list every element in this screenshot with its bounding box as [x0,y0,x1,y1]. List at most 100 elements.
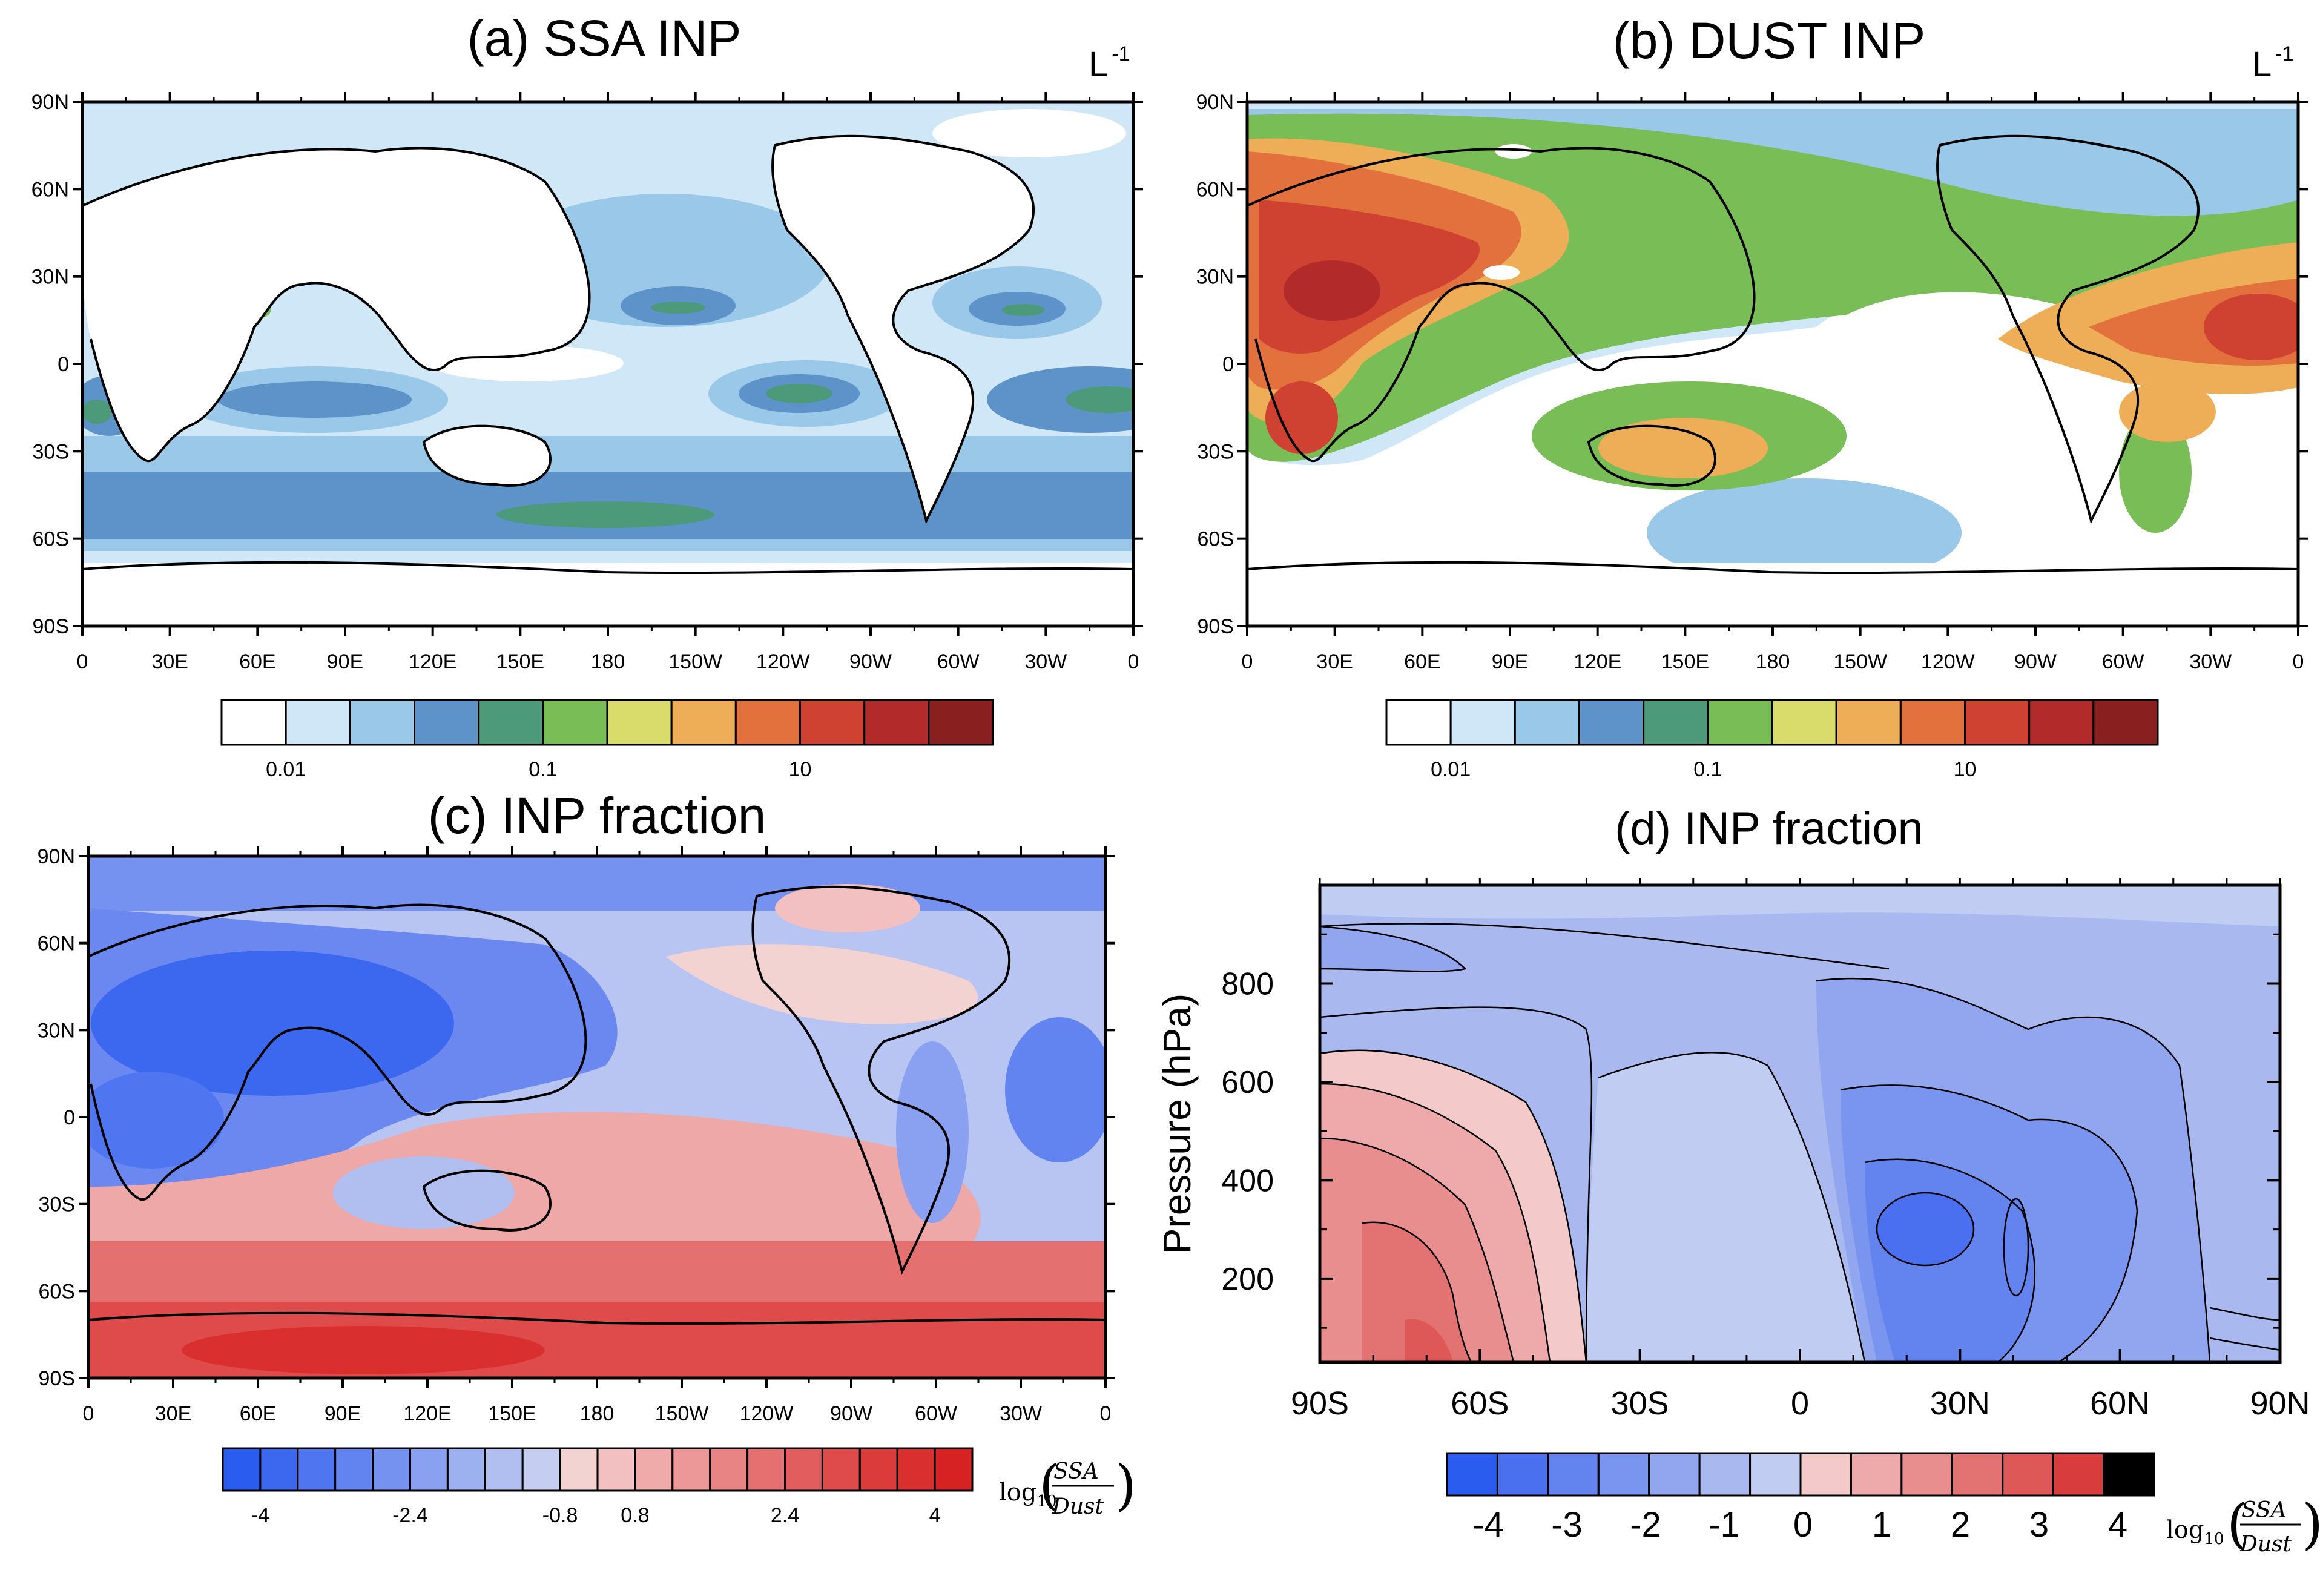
x-tick-label: 120E [1574,650,1621,673]
x-tick-label: 30W [1024,650,1067,673]
x-tick-label: 150W [1833,650,1887,673]
colorbar-swatch [596,1447,636,1492]
colorbar-swatch [1850,1452,1903,1497]
x-tick-label: 120W [1921,650,1975,673]
svg-text:Dust: Dust [1052,1494,1104,1519]
x-tick-label: 60E [1404,650,1441,673]
colorbar-swatch [1707,699,1773,746]
colorbar-swatch [220,699,287,746]
x-tick-label: 0 [2293,650,2304,673]
y-tick-label: 90N [38,845,75,868]
colorbar-swatch [297,1447,337,1492]
panel-d-colorbar-title: log10 SSA Dust ( ) [2166,1492,2320,1557]
panel-b-coastlines [1247,134,2298,575]
colorbar-label: 0.01 [266,758,306,781]
colorbar-swatch [2052,1452,2105,1497]
colorbar-swatch [1749,1452,1802,1497]
colorbar-label: 1 [1872,1505,1891,1545]
x-tick-label: 60S [1451,1385,1509,1422]
panel-c-colorbar: -4 -2.4 -0.8 0.8 2.4 4 [222,1447,974,1527]
y-tick-label: 60N [38,932,75,955]
x-tick-label: 120W [740,1402,794,1425]
panel-d-colorbar: -4 -3 -2 -1 0 1 2 3 4 [1446,1452,2155,1545]
colorbar-swatch [746,1447,786,1492]
x-tick-label: 90N [2250,1385,2310,1422]
panel-a-axis-ticks: 0 30E 60E 90E 120E 150E 180 150W 120W 90W 60W 30W 09… [31,91,1143,673]
x-tick-label: 0 [77,650,88,673]
y-tick-label: 30N [1196,266,1234,289]
colorbar-swatch [606,699,673,746]
svg-text:Dust: Dust [2239,1532,2292,1557]
x-tick-label: 30E [155,1402,192,1425]
y-tick-label: 800 [1221,966,1274,1001]
y-tick-label: 60S [1198,528,1234,551]
colorbar-swatch [1900,1452,1953,1497]
colorbar-swatch [349,699,415,746]
colorbar-swatch [1951,1452,2004,1497]
y-tick-label: 0 [64,1106,75,1129]
svg-text:SSA: SSA [1053,1459,1099,1484]
panel-b-axis-ticks: 0 30E 60E 90E 120E 150E 180 150W 120W 90W 60W 30W 09… [1196,91,2308,673]
x-tick-label: 0 [83,1402,94,1425]
y-tick-label: 90S [1198,615,1234,638]
colorbar-swatch [446,1447,486,1492]
colorbar-label: 0.01 [1431,758,1471,781]
x-tick-label: 60W [915,1402,957,1425]
colorbar-label: -4 [1472,1505,1504,1545]
x-tick-label: 180 [580,1402,615,1425]
colorbar-label: -3 [1551,1505,1583,1545]
svg-text:): ) [1115,1454,1136,1517]
colorbar-swatch [1698,1452,1752,1497]
panel-c-colorbar-title: log10 SSA Dust ( ) [999,1454,1136,1519]
colorbar-swatch [799,699,866,746]
colorbar-swatch [285,699,351,746]
panel-a-colorbar: 0.01 0.1 10 [220,699,994,781]
svg-text:(: ( [1039,1454,1060,1517]
panel-b-title: (b) DUST INP [1613,12,1926,69]
colorbar-swatch [1899,699,1966,746]
colorbar-swatch [1449,699,1516,746]
y-tick-label: 0 [1222,353,1234,376]
colorbar-label: 0.1 [1693,758,1722,781]
panel-b: (b) DUST INP L -1 [1196,12,2308,781]
colorbar-label: 0 [1793,1505,1813,1545]
colorbar-swatch [409,1447,449,1492]
y-tick-label: 200 [1221,1262,1274,1297]
colorbar-swatch [559,1447,599,1492]
x-tick-label: 180 [1756,650,1790,673]
colorbar-swatch [1648,1452,1701,1497]
panel-b-colorbar: 0.01 0.1 10 [1385,699,2159,781]
panel-a-title: (a) SSA INP [467,10,742,67]
x-tick-label: 90W [849,650,892,673]
y-tick-label: 30N [38,1019,75,1042]
y-tick-label: 0 [58,353,69,376]
colorbar-swatch [2002,1452,2054,1497]
x-tick-label: 90S [1291,1385,1349,1422]
colorbar-swatch [821,1447,861,1492]
panel-a: (a) SSA INP L -1 [31,10,1143,781]
y-tick-label: 90N [1196,91,1234,114]
panel-c-field [88,856,1106,1378]
colorbar-swatch [2103,1452,2155,1497]
colorbar-swatch [1771,699,1837,746]
x-tick-label: 0 [1791,1385,1809,1422]
y-tick-label: 60S [39,1280,76,1303]
x-tick-label: 0 [1128,650,1139,673]
svg-text:log10: log10 [999,1479,1057,1511]
y-tick-label: 60N [31,178,69,201]
panel-d-field [1320,885,2280,1362]
colorbar-swatch [1446,1452,1498,1497]
y-tick-label: 30S [33,440,70,463]
panel-c-axis-ticks: 0 30E 60E 90E 120E 150E 180 150W 120W 90W 60W 30W 09… [38,845,1115,1425]
x-tick-label: 90E [1492,650,1529,673]
x-tick-label: 90E [327,650,364,673]
y-tick-label: 60S [33,528,70,551]
svg-text:log10: log10 [2166,1516,2224,1548]
x-tick-label: 120E [409,650,456,673]
x-tick-label: 30W [2189,650,2232,673]
x-tick-label: 120E [403,1402,451,1425]
panel-d: (d) INP fraction Pressure (hPa) [1155,803,2320,1557]
y-tick-label: 30S [39,1193,76,1216]
colorbar-label: 4 [929,1504,941,1527]
